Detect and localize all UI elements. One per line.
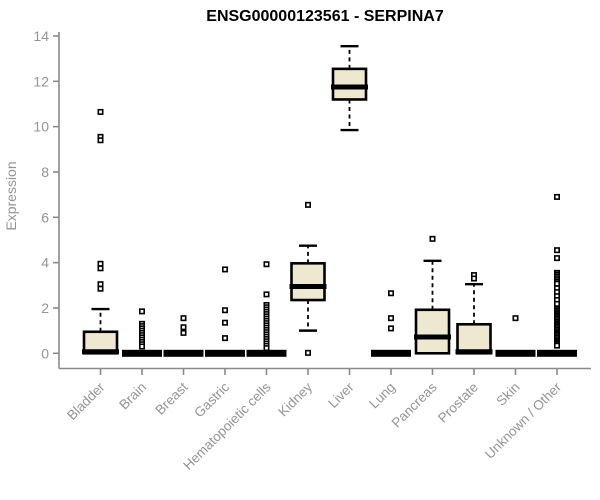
box: [456, 322, 492, 355]
outlier-point: [553, 255, 560, 262]
outlier-point: [180, 324, 187, 331]
x-category-label: Breast: [152, 379, 190, 417]
outlier-point: [387, 325, 394, 332]
outlier-point: [263, 291, 270, 298]
zero-bar: [122, 349, 162, 357]
x-category-label: Lung: [366, 380, 398, 412]
outlier-point: [553, 300, 560, 307]
outlier-point: [470, 275, 477, 282]
zero-bar: [246, 349, 287, 357]
y-tick-label: 10: [33, 119, 49, 135]
outlier-point: [553, 247, 560, 254]
outlier-point: [180, 315, 187, 322]
outlier-point: [429, 235, 436, 242]
outlier-point: [304, 201, 311, 208]
chart-title: ENSG00000123561 - SERPINA7: [206, 8, 444, 25]
y-tick-label: 2: [41, 300, 49, 316]
zero-bar: [205, 349, 245, 357]
y-tick-label: 8: [41, 164, 49, 180]
box: [331, 67, 368, 101]
outlier-point: [97, 285, 104, 292]
y-tick-label: 12: [33, 73, 49, 89]
x-category-label: Skin: [493, 380, 522, 409]
outlier-point: [263, 345, 270, 352]
outlier-point: [512, 315, 519, 322]
x-category-label: Unknown / Other: [482, 379, 565, 462]
y-tick-label: 14: [33, 28, 49, 44]
outlier-point: [387, 315, 394, 322]
outlier-point: [97, 137, 104, 144]
x-category-label: Brain: [116, 380, 149, 413]
x-category-label: Gastric: [191, 379, 232, 420]
x-category-label: Kidney: [275, 379, 315, 419]
x-category-label: Prostate: [435, 380, 481, 426]
outlier-point: [222, 319, 229, 326]
outlier-point: [180, 329, 187, 336]
outlier-point: [387, 290, 394, 297]
zero-bar: [163, 349, 204, 357]
outlier-point: [97, 265, 104, 272]
x-category-label: Bladder: [64, 379, 108, 423]
outlier-point: [553, 342, 560, 349]
outlier-point: [139, 308, 146, 315]
zero-bar: [495, 349, 536, 357]
outlier-point: [304, 349, 311, 356]
outlier-point: [97, 108, 104, 115]
outlier-point: [263, 261, 270, 268]
outlier-point: [553, 193, 560, 200]
outlier-point: [139, 343, 146, 350]
zero-bar: [371, 349, 411, 357]
box: [290, 262, 326, 302]
outlier-point: [222, 266, 229, 273]
box: [414, 308, 451, 355]
y-tick-label: 4: [41, 255, 49, 271]
y-tick-label: 0: [41, 345, 49, 361]
y-axis-label: Expression: [3, 161, 19, 230]
zero-bar: [537, 349, 577, 357]
x-category-label: Liver: [325, 379, 357, 411]
x-category-label: Pancreas: [389, 379, 440, 430]
y-tick-label: 6: [41, 209, 49, 225]
outlier-point: [222, 307, 229, 314]
outlier-point: [222, 335, 229, 342]
